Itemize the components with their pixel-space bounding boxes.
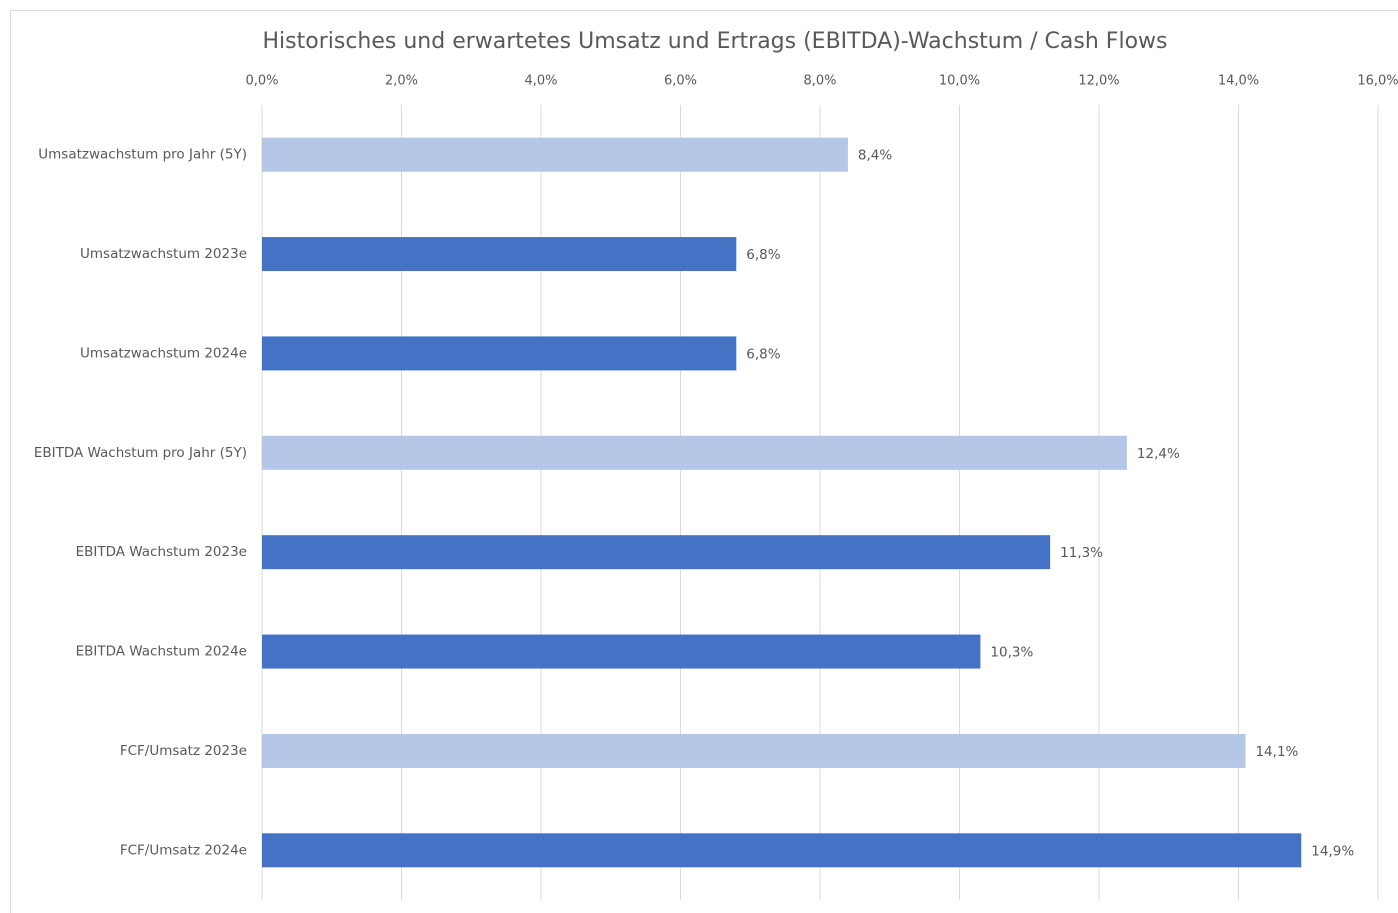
bar [262, 733, 1246, 768]
x-tick-label: 6,0% [664, 74, 697, 89]
x-tick-label: 0,0% [245, 74, 278, 89]
x-tick-label: 4,0% [524, 74, 557, 89]
x-tick-label: 16,0% [1357, 74, 1398, 89]
data-label: 14,9% [1311, 843, 1354, 859]
bar [262, 833, 1302, 868]
data-label: 10,3% [990, 645, 1033, 661]
x-tick-label: 12,0% [1078, 74, 1119, 89]
data-label: 6,8% [746, 247, 780, 263]
bar [262, 435, 1127, 470]
bar [262, 535, 1051, 570]
y-tick-label: FCF/Umsatz 2023e [120, 743, 247, 759]
data-label: 6,8% [746, 346, 780, 362]
bar [262, 336, 737, 371]
y-tick-label: Umsatzwachstum 2023e [80, 246, 247, 262]
y-tick-label: EBITDA Wachstum 2023e [76, 544, 247, 560]
bar [262, 137, 848, 172]
data-label: 11,3% [1060, 545, 1103, 561]
x-tick-label: 14,0% [1218, 74, 1259, 89]
x-tick-label: 8,0% [803, 74, 836, 89]
y-tick-label: Umsatzwachstum 2024e [80, 345, 247, 361]
data-label: 8,4% [858, 148, 892, 164]
y-tick-label: Umsatzwachstum pro Jahr (5Y) [38, 147, 247, 163]
data-label: 14,1% [1255, 744, 1298, 760]
data-label: 12,4% [1137, 446, 1180, 462]
chart-title: Historisches und erwartetes Umsatz und E… [263, 29, 1168, 54]
x-tick-label: 2,0% [385, 74, 418, 89]
bar [262, 237, 737, 272]
y-tick-label: FCF/Umsatz 2024e [120, 842, 247, 858]
bar [262, 634, 981, 669]
y-tick-label: EBITDA Wachstum pro Jahr (5Y) [34, 445, 247, 461]
y-tick-label: EBITDA Wachstum 2024e [76, 644, 247, 660]
x-tick-label: 10,0% [939, 74, 980, 89]
